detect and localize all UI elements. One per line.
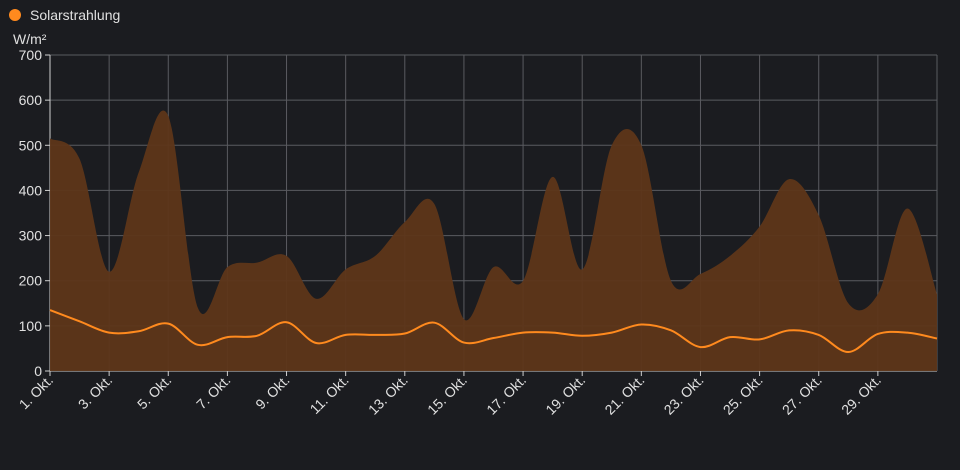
line-series-solarstrahlung <box>49 309 938 354</box>
x-tick-label: 5. Okt. <box>134 372 174 412</box>
x-tick-label: 19. Okt. <box>542 372 588 418</box>
x-tick-label: 3. Okt. <box>75 372 115 412</box>
x-tick-label: 21. Okt. <box>601 372 647 418</box>
x-tick-label: 11. Okt. <box>307 372 352 417</box>
y-axis-label: W/m² <box>13 31 47 47</box>
y-tick-label: 0 <box>34 363 42 379</box>
legend-marker <box>9 9 21 21</box>
x-tick-label: 23. Okt. <box>661 372 707 418</box>
y-tick-label: 500 <box>19 137 43 153</box>
x-tick-label: 17. Okt. <box>483 372 529 418</box>
y-tick-label: 300 <box>19 228 43 244</box>
y-tick-label: 400 <box>19 182 43 198</box>
y-tick-label: 200 <box>19 273 43 289</box>
x-tick-label: 27. Okt. <box>779 372 825 418</box>
y-tick-label: 700 <box>19 47 43 63</box>
x-tick-label: 9. Okt. <box>252 372 292 412</box>
y-tick-label: 100 <box>19 318 43 334</box>
x-tick-label: 7. Okt. <box>193 372 233 412</box>
x-tick-label: 13. Okt. <box>365 372 411 418</box>
x-tick-label: 25. Okt. <box>720 372 766 418</box>
area-series-max <box>50 110 937 372</box>
x-tick-label: 15. Okt. <box>424 372 470 418</box>
legend-label: Solarstrahlung <box>30 7 121 23</box>
y-tick-label: 600 <box>19 92 43 108</box>
legend-item-solarstrahlung[interactable]: Solarstrahlung <box>9 7 120 23</box>
x-tick-label: 29. Okt. <box>838 372 884 418</box>
